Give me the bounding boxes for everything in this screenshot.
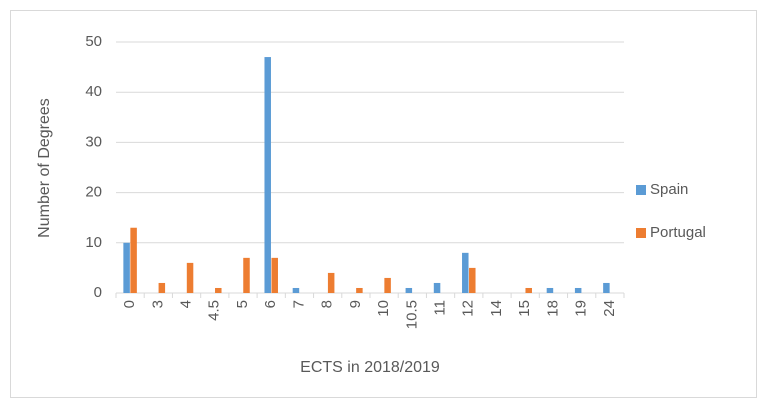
bar: [462, 252, 469, 293]
x-tick-label: 24: [601, 300, 618, 317]
bar: [384, 277, 391, 293]
y-tick-label: 10: [85, 234, 102, 251]
y-tick-label: 30: [85, 133, 102, 150]
bar: [433, 282, 441, 293]
bar: [130, 227, 137, 293]
x-tick-label: 6: [262, 300, 279, 308]
bar: [574, 287, 582, 293]
bar: [469, 267, 476, 293]
bar: [215, 287, 222, 293]
x-tick-label: 19: [573, 300, 590, 317]
x-tick-label: 5: [234, 300, 251, 308]
bar: [525, 287, 532, 293]
x-tick-label: 10.5: [403, 300, 420, 329]
x-tick-label: 4.5: [206, 300, 223, 321]
x-tick-label: 7: [290, 300, 307, 308]
bar: [264, 57, 271, 294]
x-tick-label: 11: [432, 300, 449, 316]
y-tick-label: 50: [85, 33, 102, 50]
legend-swatch: [636, 185, 646, 195]
bar: [243, 257, 250, 293]
bar: [186, 262, 194, 293]
x-tick-label: 4: [178, 300, 195, 308]
chart-border: [10, 10, 757, 398]
bar: [546, 287, 554, 293]
x-tick-label: 8: [319, 300, 336, 308]
bar: [158, 282, 166, 293]
bar: [405, 287, 413, 293]
legend-swatch: [636, 228, 646, 238]
y-tick-label: 0: [94, 284, 102, 301]
x-tick-label: 12: [460, 300, 477, 317]
bar: [292, 287, 300, 293]
y-axis-title: Number of Degrees: [36, 98, 53, 238]
x-tick-label: 10: [375, 300, 392, 317]
bar: [327, 272, 335, 293]
x-tick-label: 14: [488, 300, 505, 317]
x-tick-label: 18: [544, 300, 561, 317]
x-tick-label: 3: [149, 300, 166, 308]
bar: [603, 282, 610, 293]
x-tick-label: 15: [516, 300, 533, 317]
y-tick-label: 20: [85, 184, 102, 201]
bar: [356, 287, 363, 293]
x-tick-label: 9: [347, 300, 364, 308]
bar: [271, 257, 278, 293]
y-tick-label: 40: [85, 83, 102, 100]
x-axis-title: ECTS in 2018/2019: [300, 359, 440, 376]
legend-label: Portugal: [650, 224, 706, 241]
x-tick-label: 0: [121, 300, 138, 308]
bar: [123, 242, 130, 293]
legend-label: Spain: [650, 181, 688, 198]
